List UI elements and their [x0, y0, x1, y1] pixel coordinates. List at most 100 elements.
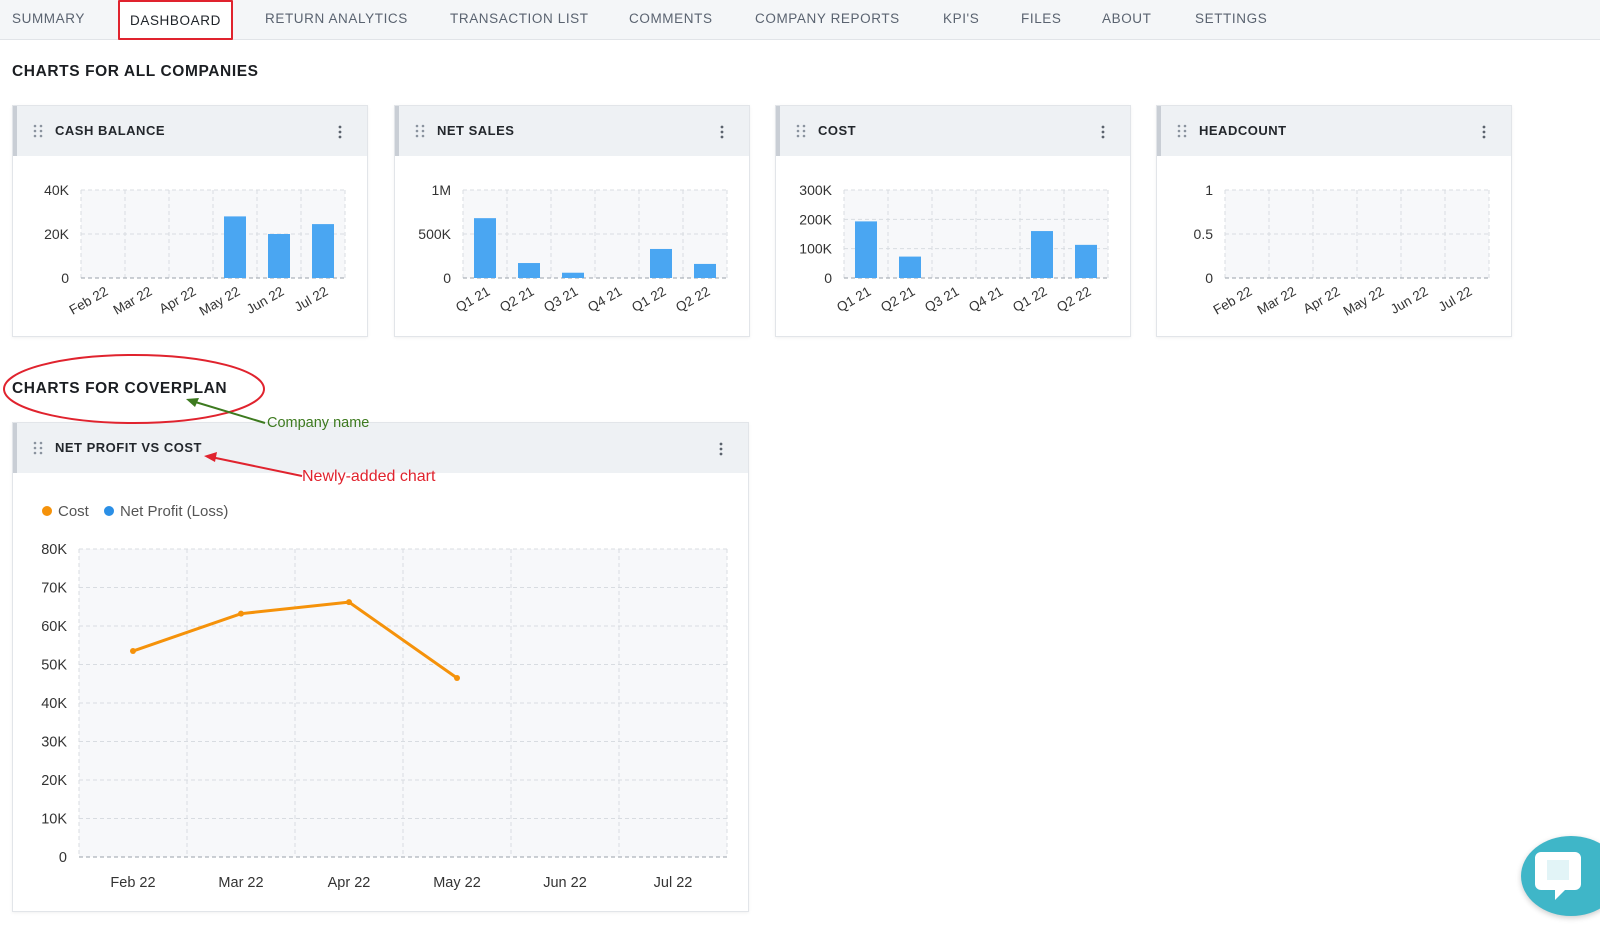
bar: [312, 224, 334, 278]
card-header: NET PROFIT VS COST: [13, 423, 748, 473]
x-tick-label: May 22: [197, 284, 243, 319]
x-tick-label: Feb 22: [1211, 284, 1255, 318]
legend-marker: [104, 506, 114, 516]
bar: [1075, 244, 1097, 278]
tab-dashboard[interactable]: DASHBOARD: [118, 0, 233, 40]
x-tick-label: Q2 21: [878, 284, 917, 315]
y-tick-label: 60K: [41, 619, 67, 635]
y-tick-label: 50K: [41, 658, 67, 674]
drag-handle-icon[interactable]: [33, 441, 43, 455]
drag-handle-icon[interactable]: [415, 124, 425, 138]
x-tick-label: Q2 22: [673, 284, 712, 315]
more-options-icon[interactable]: [719, 124, 725, 140]
bar: [899, 256, 921, 278]
tab-kpis[interactable]: KPI'S: [943, 11, 980, 26]
tab-summary[interactable]: SUMMARY: [12, 11, 85, 26]
y-tick-label: 40K: [41, 696, 67, 712]
x-tick-label: Q1 21: [834, 284, 873, 315]
series-point: [238, 610, 244, 617]
company-name-arrowhead: [186, 398, 199, 407]
drag-handle-icon[interactable]: [1177, 124, 1187, 138]
y-tick-label: 70K: [41, 581, 67, 597]
x-tick-label: Q1 22: [1010, 284, 1049, 315]
bar: [855, 221, 877, 278]
x-tick-label: Q4 21: [585, 284, 624, 315]
y-tick-label: 40K: [44, 182, 70, 198]
net-profit-vs-cost-chart: Cost Net Profit (Loss) 0 10K 20K 30K 40K 50K 60K…: [41, 503, 728, 891]
card-header: CASH BALANCE: [13, 106, 367, 156]
x-tick-label: Mar 22: [218, 875, 263, 891]
tab-company-reports[interactable]: COMPANY REPORTS: [755, 11, 900, 26]
tab-transaction-list[interactable]: TRANSACTION LIST: [450, 11, 589, 26]
x-tick-label: Mar 22: [111, 284, 155, 318]
x-tick-label: May 22: [433, 875, 481, 891]
bar: [1031, 231, 1053, 278]
y-tick-label: 1M: [432, 182, 451, 198]
chart-card-cash-balance: CASH BALANCE 0 20K 40K Feb 22 Mar 22 Apr 22 Ma…: [12, 105, 368, 337]
chart-card-cost: COST 0 100K 200K 300K Q1 21 Q2 21 Q3 21 Q4 21 Q1…: [775, 105, 1131, 337]
x-tick-label: Jul 22: [654, 875, 693, 891]
legend-label: Cost: [58, 503, 90, 520]
card-title: COST: [818, 123, 857, 138]
company-name-arrow: [191, 400, 266, 424]
legend-marker: [42, 506, 52, 516]
y-tick-label: 10K: [41, 812, 67, 828]
more-options-icon[interactable]: [1481, 124, 1487, 140]
more-options-icon[interactable]: [1100, 124, 1106, 140]
y-tick-label: 200K: [799, 211, 832, 227]
card-title: NET PROFIT VS COST: [55, 440, 202, 455]
y-tick-label: 0: [59, 850, 67, 866]
x-tick-label: Jul 22: [292, 284, 331, 315]
bar: [650, 248, 672, 278]
card-title: CASH BALANCE: [55, 123, 165, 138]
x-tick-label: Q2 22: [1054, 284, 1093, 315]
x-tick-label: Jul 22: [1436, 284, 1475, 315]
y-tick-label: 300K: [799, 182, 832, 198]
y-tick-label: 500K: [418, 226, 451, 242]
x-tick-label: Apr 22: [1301, 284, 1343, 317]
more-options-icon[interactable]: [337, 124, 343, 140]
series-point: [454, 674, 460, 681]
tab-files[interactable]: FILES: [1021, 11, 1062, 26]
x-tick-label: Jun 22: [543, 875, 587, 891]
bar: [224, 216, 246, 278]
tab-settings[interactable]: SETTINGS: [1195, 11, 1268, 26]
y-tick-label: 1: [1205, 182, 1213, 198]
x-tick-label: Apr 22: [157, 284, 199, 317]
y-tick-label: 0: [824, 270, 832, 286]
x-tick-label: Mar 22: [1255, 284, 1299, 318]
card-header: HEADCOUNT: [1157, 106, 1511, 156]
drag-handle-icon[interactable]: [33, 124, 43, 138]
more-options-icon[interactable]: [718, 441, 724, 457]
tab-about[interactable]: ABOUT: [1102, 11, 1152, 26]
drag-handle-icon[interactable]: [796, 124, 806, 138]
bar: [474, 218, 496, 278]
bar: [518, 263, 540, 278]
x-tick-label: Q3 21: [922, 284, 961, 315]
x-tick-label: Apr 22: [328, 875, 371, 891]
bar: [562, 272, 584, 278]
tab-return-analytics[interactable]: RETURN ANALYTICS: [265, 11, 408, 26]
series-line: [132, 600, 458, 680]
net-sales-chart: 0 500K 1M Q1 21 Q2 21 Q3 21 Q4 21 Q1 22 Q2 22: [418, 182, 728, 315]
y-tick-label: 0.5: [1194, 226, 1214, 242]
y-tick-label: 0: [61, 270, 69, 286]
chart-card-net-sales: NET SALES 0 500K 1M Q1 21 Q2 21 Q3 21 Q4 21 Q1 …: [394, 105, 750, 337]
x-tick-label: Q2 21: [497, 284, 536, 315]
chart-card-headcount: HEADCOUNT 0 0.5 1 Feb 22 Mar 22 Apr 22 May 22 J…: [1156, 105, 1512, 337]
chat-launcher-button[interactable]: [1521, 836, 1600, 916]
series-point: [130, 648, 136, 655]
y-tick-label: 0: [443, 270, 451, 286]
new-chart-annotation: Newly-added chart: [302, 468, 436, 485]
card-title: NET SALES: [437, 123, 515, 138]
chart-card-net-profit-vs-cost: NET PROFIT VS COST Cost Net Profit (Loss)…: [12, 422, 749, 912]
y-tick-label: 100K: [799, 241, 832, 257]
tab-comments[interactable]: COMMENTS: [629, 11, 713, 26]
bar: [694, 263, 716, 278]
card-title: HEADCOUNT: [1199, 123, 1287, 138]
chat-bubble-icon: [1535, 852, 1581, 900]
company-name-annotation: Company name: [267, 415, 370, 431]
y-tick-label: 0: [1205, 270, 1213, 286]
